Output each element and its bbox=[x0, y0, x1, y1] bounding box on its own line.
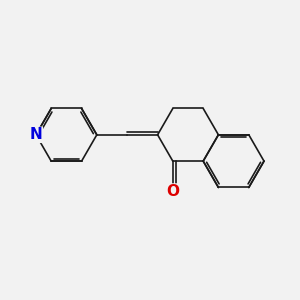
Text: O: O bbox=[166, 184, 179, 199]
Text: N: N bbox=[30, 127, 42, 142]
